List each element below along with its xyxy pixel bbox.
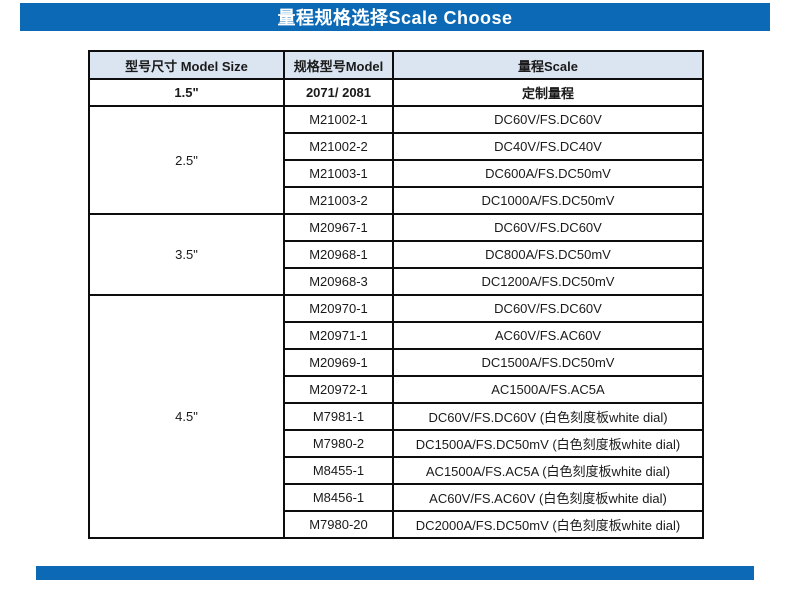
scale-cell: DC1200A/FS.DC50mV <box>392 267 704 296</box>
column-header-scale: 量程Scale <box>392 50 704 80</box>
scale-cell: DC40V/FS.DC40V <box>392 132 704 161</box>
column-header-model: 规格型号Model <box>283 50 394 80</box>
model-cell: M7980-20 <box>283 510 394 539</box>
table-row: M20969-1 DC1500A/FS.DC50mV <box>89 348 704 377</box>
table-row: M7980-2 DC1500A/FS.DC50mV (白色刻度板white dia… <box>89 429 704 458</box>
model-cell: M21002-2 <box>283 132 394 161</box>
scale-cell: DC1500A/FS.DC50mV (白色刻度板white dial) <box>392 429 704 458</box>
model-size-cell: 1.5" <box>88 78 285 107</box>
model-cell: M8455-1 <box>283 456 394 485</box>
scale-cell: AC60V/FS.AC60V (白色刻度板white dial) <box>392 483 704 512</box>
scale-cell: DC60V/FS.DC60V <box>392 105 704 134</box>
table-row: M8456-1 AC60V/FS.AC60V (白色刻度板white dial) <box>89 483 704 512</box>
bottom-accent-bar <box>36 566 754 580</box>
table-row: M20968-3 DC1200A/FS.DC50mV <box>89 267 704 296</box>
table-row: 3.5" M20967-1 DC60V/FS.DC60V <box>88 213 704 296</box>
scale-cell: DC2000A/FS.DC50mV (白色刻度板white dial) <box>392 510 704 539</box>
section-title: 量程规格选择Scale Choose <box>277 8 513 28</box>
model-cell: M20969-1 <box>283 348 394 377</box>
scale-cell: AC1500A/FS.AC5A <box>392 375 704 404</box>
table-row: M20971-1 AC60V/FS.AC60V <box>89 321 704 350</box>
scale-cell: DC60V/FS.DC60V <box>392 294 704 323</box>
table-row: 2.5" M21002-1 DC60V/FS.DC60V <box>88 105 704 215</box>
model-size-cell: 2.5" <box>88 105 285 215</box>
scale-cell: DC60V/FS.DC60V (白色刻度板white dial) <box>392 402 704 431</box>
scale-cell: AC60V/FS.AC60V <box>392 321 704 350</box>
model-cell: M20971-1 <box>283 321 394 350</box>
model-cell: 2071/ 2081 <box>283 78 394 107</box>
scale-spec-table: 型号尺寸 Model Size 规格型号Model 量程Scale 1.5" 20… <box>88 50 704 539</box>
table-row: M20968-1 DC800A/FS.DC50mV <box>89 240 704 269</box>
model-cell: M20968-1 <box>283 240 394 269</box>
scale-cell: AC1500A/FS.AC5A (白色刻度板white dial) <box>392 456 704 485</box>
scale-cell: DC600A/FS.DC50mV <box>392 159 704 188</box>
model-cell: M20970-1 <box>283 294 394 323</box>
table-row: M7980-20 DC2000A/FS.DC50mV (白色刻度板white di… <box>89 510 704 539</box>
model-cell: M7980-2 <box>283 429 394 458</box>
model-cell: M21003-1 <box>283 159 394 188</box>
model-cell: M20972-1 <box>283 375 394 404</box>
scale-cell: DC1000A/FS.DC50mV <box>392 186 704 215</box>
table-row: M20972-1 AC1500A/FS.AC5A <box>89 375 704 404</box>
table-row: 1.5" 2071/ 2081 定制量程 <box>88 78 704 107</box>
table-header-row: 型号尺寸 Model Size 规格型号Model 量程Scale <box>88 50 704 80</box>
table-row: M21003-2 DC1000A/FS.DC50mV <box>89 186 704 215</box>
table-row: M8455-1 AC1500A/FS.AC5A (白色刻度板white dial) <box>89 456 704 485</box>
model-cell: M7981-1 <box>283 402 394 431</box>
scale-cell: DC60V/FS.DC60V <box>392 213 704 242</box>
table-row: M21003-1 DC600A/FS.DC50mV <box>89 159 704 188</box>
model-cell: M21003-2 <box>283 186 394 215</box>
scale-cell: DC1500A/FS.DC50mV <box>392 348 704 377</box>
table-row: M21002-2 DC40V/FS.DC40V <box>89 132 704 161</box>
table-row: M7981-1 DC60V/FS.DC60V (白色刻度板white dial) <box>89 402 704 431</box>
scale-cell: 定制量程 <box>392 78 704 107</box>
model-cell: M20967-1 <box>283 213 394 242</box>
section-title-bar: 量程规格选择Scale Choose <box>20 3 770 31</box>
model-size-cell: 4.5" <box>88 294 285 539</box>
model-size-cell: 3.5" <box>88 213 285 296</box>
scale-cell: DC800A/FS.DC50mV <box>392 240 704 269</box>
table-row: 4.5" M20970-1 DC60V/FS.DC60V <box>88 294 704 539</box>
column-header-model-size: 型号尺寸 Model Size <box>88 50 285 80</box>
model-cell: M20968-3 <box>283 267 394 296</box>
model-cell: M21002-1 <box>283 105 394 134</box>
model-cell: M8456-1 <box>283 483 394 512</box>
